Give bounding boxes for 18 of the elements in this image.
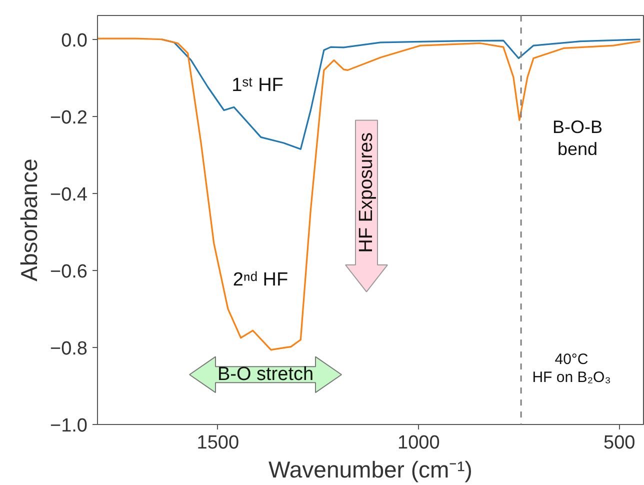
y-tick-label: −0.2 (50, 107, 88, 128)
x-tick-label: 1500 (196, 432, 240, 454)
x-tick-label: 1000 (398, 432, 440, 454)
y-tick-label: −0.4 (50, 184, 88, 206)
line-series (98, 38, 642, 351)
annotation: 40°C HF on B₂O₃ (532, 351, 611, 386)
annotation: B-O stretch (217, 364, 314, 386)
y-tick-label: 0.0 (61, 30, 88, 52)
y-axis-title: Absorbance (16, 158, 42, 282)
y-tick-label: −1.0 (50, 416, 88, 436)
y-tick-label: −0.6 (50, 261, 88, 282)
annotation: 1ˢᵗ HF (232, 74, 284, 96)
annotation: B-O-B bend (552, 117, 603, 159)
x-axis-title: Wavenumber (cm⁻¹) (268, 456, 472, 482)
y-tick-label: −0.8 (50, 338, 88, 360)
annotation: 2ⁿᵈ HF (232, 269, 288, 290)
x-tick-label: 500 (604, 432, 636, 454)
annotation: HF Exposures (356, 132, 377, 253)
